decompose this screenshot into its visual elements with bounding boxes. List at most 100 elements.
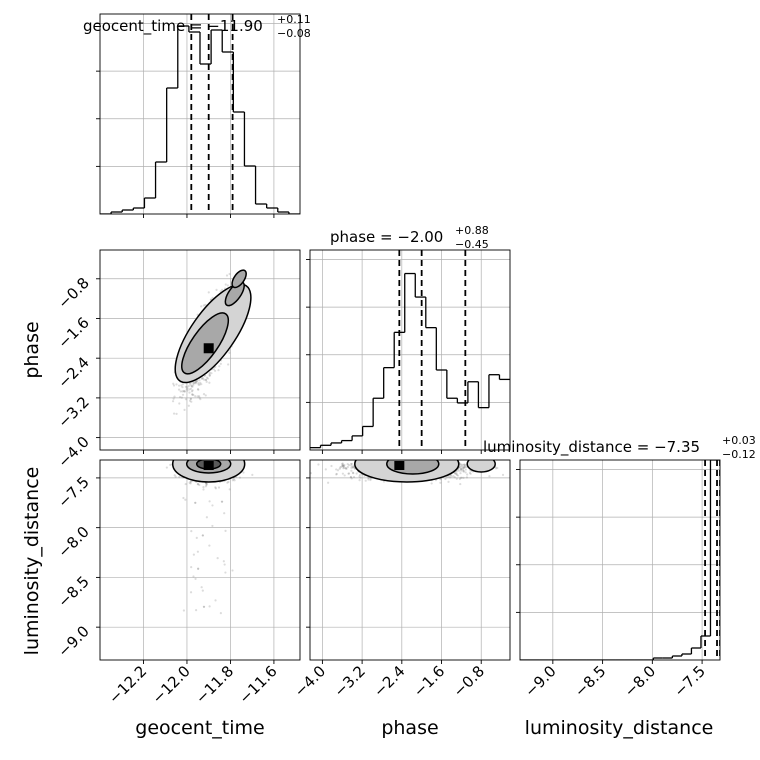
sample-point [175, 412, 178, 415]
sample-point [358, 473, 362, 477]
sample-point [459, 472, 462, 475]
sample-point [464, 468, 467, 471]
y-tick-label: −9.0 [54, 622, 92, 660]
sample-point [453, 476, 456, 479]
sample-point [349, 475, 353, 479]
sample-point [210, 372, 213, 375]
sample-point [223, 563, 226, 566]
sample-point [233, 479, 236, 482]
sample-point [207, 291, 210, 294]
y-tick-label: −4.0 [54, 433, 92, 471]
sample-point [350, 466, 353, 469]
sample-point [183, 390, 187, 393]
sample-point [214, 599, 217, 602]
sample-point [494, 467, 498, 470]
sample-point [189, 480, 193, 483]
sample-point [190, 400, 193, 403]
sample-point [191, 393, 194, 396]
x-tick-label: −2.4 [370, 662, 408, 700]
sample-point [220, 500, 224, 503]
sample-point [198, 483, 201, 487]
sample-point [347, 463, 351, 467]
sample-point [190, 390, 194, 393]
xlabel-phase: phase [381, 717, 438, 739]
sample-point [460, 465, 463, 468]
sample-point [349, 476, 353, 479]
sample-point [439, 481, 442, 484]
sample-point [204, 303, 207, 306]
y-tick-label: −8.0 [54, 523, 92, 561]
sample-point [208, 374, 211, 377]
sample-point [193, 381, 197, 384]
x-tick-label: −1.6 [410, 662, 448, 700]
sample-point [188, 399, 192, 402]
sample-point [231, 479, 234, 482]
sample-point [205, 376, 208, 379]
sample-point [352, 472, 355, 475]
sample-point [462, 469, 465, 473]
sample-point [496, 466, 499, 470]
sample-point [217, 368, 220, 372]
sample-point [184, 398, 188, 401]
sample-point [351, 465, 354, 468]
sample-point [189, 482, 192, 485]
sample-point [189, 387, 192, 390]
sample-point [196, 550, 199, 553]
sample-point [462, 466, 466, 469]
sample-point [190, 530, 193, 533]
sample-point [358, 475, 361, 478]
sample-point [456, 474, 460, 477]
sample-point [469, 472, 472, 475]
sample-point [455, 470, 458, 473]
sample-point [367, 476, 370, 480]
x-tick-label: −11.6 [236, 662, 281, 707]
x-tick-label: −4.0 [291, 662, 329, 700]
sample-point [206, 377, 210, 380]
sample-point [330, 464, 333, 468]
sample-point [194, 381, 198, 384]
sample-point [196, 379, 199, 382]
sample-point [465, 465, 468, 469]
sample-point [181, 386, 184, 389]
sample-point [194, 609, 198, 612]
sample-point [194, 501, 197, 504]
panel-phase-vs-geocent-time: −4.0−3.2−2.4−1.6−0.8 [54, 249, 301, 471]
sample-point [200, 377, 203, 380]
svg-text:phase = −2.00: phase = −2.00 [330, 228, 443, 246]
sample-point [171, 400, 175, 403]
sample-point [459, 466, 462, 469]
sample-point [196, 482, 200, 486]
title-phase: phase = −2.00 +0.88 −0.45 [330, 224, 489, 251]
sample-point [194, 382, 197, 385]
sample-point [202, 605, 206, 608]
sample-point [182, 609, 185, 612]
sample-point [458, 477, 461, 481]
sample-point [460, 463, 463, 467]
sample-point [180, 396, 183, 399]
sample-point [220, 500, 224, 503]
x-tick-label: −0.8 [450, 662, 488, 700]
sample-point [464, 463, 467, 467]
sample-point [453, 472, 457, 475]
sample-point [199, 398, 202, 401]
sample-point [212, 368, 215, 371]
panel-frame [99, 459, 301, 661]
sample-point [204, 378, 207, 382]
sample-point [238, 476, 241, 479]
sample-point [347, 472, 351, 475]
title-geocent-time: geocent_time = −11.90 +0.11 −0.08 [83, 13, 311, 40]
samples-luminosity-distance-vs-phase [310, 460, 505, 486]
sample-point [189, 397, 192, 400]
sample-point [460, 467, 463, 471]
x-tick-label: −9.0 [521, 662, 559, 700]
sample-point [225, 274, 229, 277]
sample-point [204, 394, 207, 397]
sample-point [464, 471, 467, 474]
sample-point [197, 383, 200, 386]
sample-point [183, 408, 186, 411]
svg-text:+0.88: +0.88 [455, 224, 489, 237]
sample-point [192, 553, 195, 556]
sample-point [201, 377, 204, 380]
sample-point [188, 391, 191, 394]
